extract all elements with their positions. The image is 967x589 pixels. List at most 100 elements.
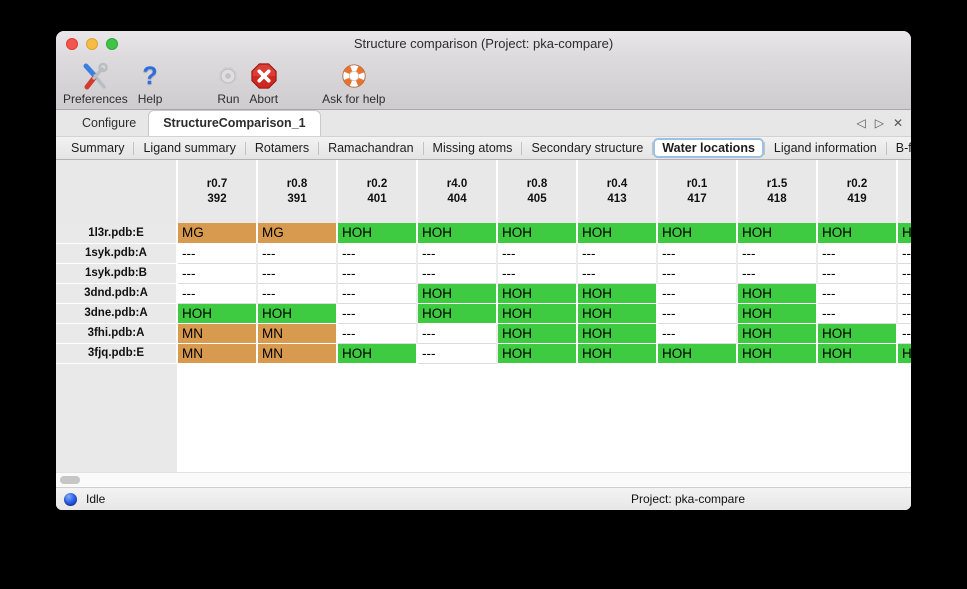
table-cell[interactable]: HOH: [897, 223, 911, 244]
table-cell[interactable]: ---: [177, 263, 258, 284]
table-cell[interactable]: ---: [817, 243, 898, 264]
subtab-ligand-information[interactable]: Ligand information: [773, 141, 877, 155]
table-cell[interactable]: ---: [417, 323, 498, 344]
table-cell[interactable]: MG: [177, 223, 258, 244]
table-cell[interactable]: MN: [257, 343, 338, 364]
table-cell[interactable]: HOH: [897, 343, 911, 364]
table-cell[interactable]: HOH: [737, 343, 818, 364]
row-header[interactable]: 3fjq.pdb:E: [56, 343, 178, 364]
table-cell[interactable]: ---: [897, 283, 911, 304]
table-cell[interactable]: HOH: [737, 323, 818, 344]
table-cell[interactable]: ---: [337, 323, 418, 344]
subtab-missing-atoms[interactable]: Missing atoms: [432, 141, 513, 155]
table-cell[interactable]: ---: [337, 303, 418, 324]
row-header[interactable]: 1syk.pdb:B: [56, 263, 178, 284]
run-button[interactable]: Run: [214, 61, 242, 106]
doc-tab-prev-icon[interactable]: ◁: [856, 116, 866, 130]
table-cell[interactable]: HOH: [417, 283, 498, 304]
row-header[interactable]: 1l3r.pdb:E: [56, 223, 178, 244]
subtab-summary[interactable]: Summary: [71, 141, 125, 155]
abort-button[interactable]: Abort: [249, 61, 278, 106]
table-cell[interactable]: ---: [337, 263, 418, 284]
subtab-secondary-structure[interactable]: Secondary structure: [531, 141, 644, 155]
table-cell[interactable]: ---: [737, 263, 818, 284]
table-cell[interactable]: ---: [657, 263, 738, 284]
table-cell[interactable]: ---: [577, 243, 658, 264]
table-cell[interactable]: ---: [337, 243, 418, 264]
table-cell[interactable]: HOH: [577, 283, 658, 304]
table-cell[interactable]: HOH: [577, 343, 658, 364]
row-header[interactable]: 3dne.pdb:A: [56, 303, 178, 324]
close-window-icon[interactable]: [66, 38, 78, 50]
table-cell[interactable]: ---: [417, 263, 498, 284]
table-cell[interactable]: HOH: [497, 303, 578, 324]
column-header[interactable]: r0.8 391: [257, 160, 338, 223]
table-cell[interactable]: ---: [657, 283, 738, 304]
subtab-ramachandran[interactable]: Ramachandran: [328, 141, 414, 155]
column-header[interactable]: r1.5 418: [737, 160, 818, 223]
ask-for-help-button[interactable]: Ask for help: [322, 61, 385, 106]
table-cell[interactable]: HOH: [497, 323, 578, 344]
table-cell[interactable]: MN: [257, 323, 338, 344]
table-cell[interactable]: ---: [817, 283, 898, 304]
table-cell[interactable]: ---: [257, 283, 338, 304]
table-cell[interactable]: ---: [897, 263, 911, 284]
table-cell[interactable]: HOH: [657, 223, 738, 244]
subtab-rotamers[interactable]: Rotamers: [254, 141, 310, 155]
subtab-b-factors[interactable]: B-factors: [895, 141, 911, 155]
table-cell[interactable]: ---: [897, 243, 911, 264]
tab-configure[interactable]: Configure: [82, 116, 137, 130]
tab-structurecomparison-1[interactable]: StructureComparison_1: [148, 110, 321, 136]
table-cell[interactable]: HOH: [177, 303, 258, 324]
table-cell[interactable]: ---: [657, 243, 738, 264]
table-cell[interactable]: HOH: [577, 323, 658, 344]
table-cell[interactable]: HOH: [817, 343, 898, 364]
table-cell[interactable]: HOH: [737, 303, 818, 324]
table-cell[interactable]: ---: [177, 283, 258, 304]
table-cell[interactable]: HOH: [817, 223, 898, 244]
table-cell[interactable]: HOH: [497, 283, 578, 304]
table-cell[interactable]: ---: [897, 323, 911, 344]
table-cell[interactable]: ---: [657, 323, 738, 344]
row-header[interactable]: 3fhi.pdb:A: [56, 323, 178, 344]
column-header[interactable]: r0.7 392: [177, 160, 258, 223]
preferences-button[interactable]: Preferences: [63, 61, 128, 106]
table-cell[interactable]: ---: [257, 243, 338, 264]
horizontal-scrollbar-thumb[interactable]: [60, 476, 80, 484]
column-header[interactable]: r0.1 417: [657, 160, 738, 223]
table-cell[interactable]: ---: [817, 263, 898, 284]
table-cell[interactable]: HOH: [577, 303, 658, 324]
table-cell[interactable]: HOH: [657, 343, 738, 364]
table-cell[interactable]: ---: [897, 303, 911, 324]
subtab-water-locations[interactable]: Water locations: [653, 138, 764, 158]
doc-tab-next-icon[interactable]: ▷: [874, 116, 884, 130]
table-cell[interactable]: HOH: [417, 223, 498, 244]
column-header[interactable]: r0.4 413: [577, 160, 658, 223]
table-cell[interactable]: HOH: [577, 223, 658, 244]
table-cell[interactable]: HOH: [257, 303, 338, 324]
table-cell[interactable]: HOH: [737, 223, 818, 244]
table-cell[interactable]: HOH: [817, 323, 898, 344]
table-cell[interactable]: HOH: [337, 343, 418, 364]
row-header[interactable]: 3dnd.pdb:A: [56, 283, 178, 304]
table-cell[interactable]: HOH: [417, 303, 498, 324]
table-cell[interactable]: ---: [657, 303, 738, 324]
table-cell[interactable]: ---: [497, 263, 578, 284]
column-header[interactable]: r0.8 405: [497, 160, 578, 223]
doc-tab-close-icon[interactable]: ✕: [892, 116, 903, 130]
table-cell[interactable]: ---: [417, 343, 498, 364]
column-header[interactable]: r0.2 419: [817, 160, 898, 223]
row-header[interactable]: 1syk.pdb:A: [56, 243, 178, 264]
table-cell[interactable]: MG: [257, 223, 338, 244]
table-cell[interactable]: HOH: [497, 223, 578, 244]
table-cell[interactable]: HOH: [737, 283, 818, 304]
table-cell[interactable]: ---: [817, 303, 898, 324]
table-cell[interactable]: HOH: [497, 343, 578, 364]
horizontal-scrollbar[interactable]: [56, 472, 911, 487]
zoom-window-icon[interactable]: [106, 38, 118, 50]
table-cell[interactable]: ---: [577, 263, 658, 284]
minimize-window-icon[interactable]: [86, 38, 98, 50]
table-cell[interactable]: ---: [497, 243, 578, 264]
table-cell[interactable]: ---: [417, 243, 498, 264]
table-cell[interactable]: MN: [177, 343, 258, 364]
